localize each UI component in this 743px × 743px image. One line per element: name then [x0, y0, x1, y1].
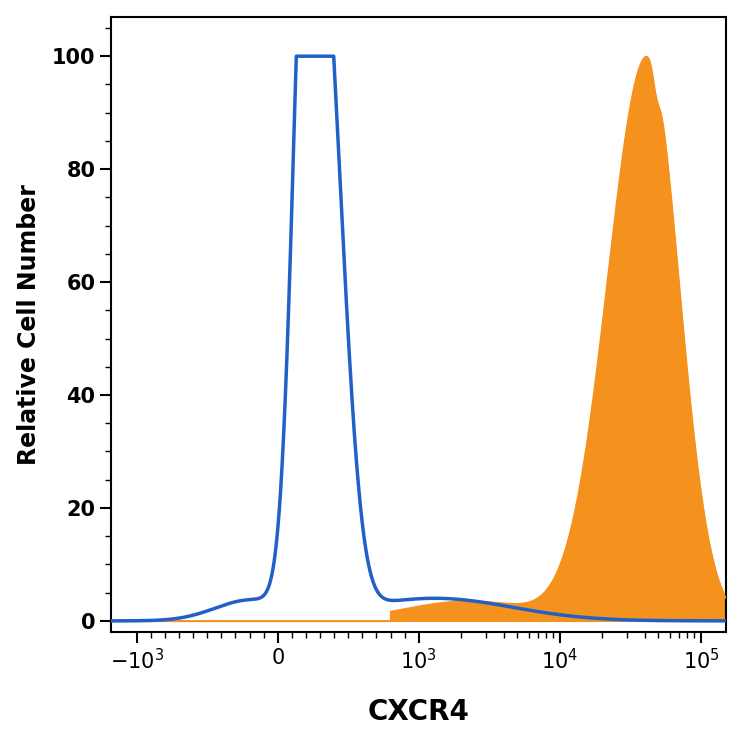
X-axis label: CXCR4: CXCR4 [368, 698, 470, 727]
Y-axis label: Relative Cell Number: Relative Cell Number [16, 184, 41, 465]
